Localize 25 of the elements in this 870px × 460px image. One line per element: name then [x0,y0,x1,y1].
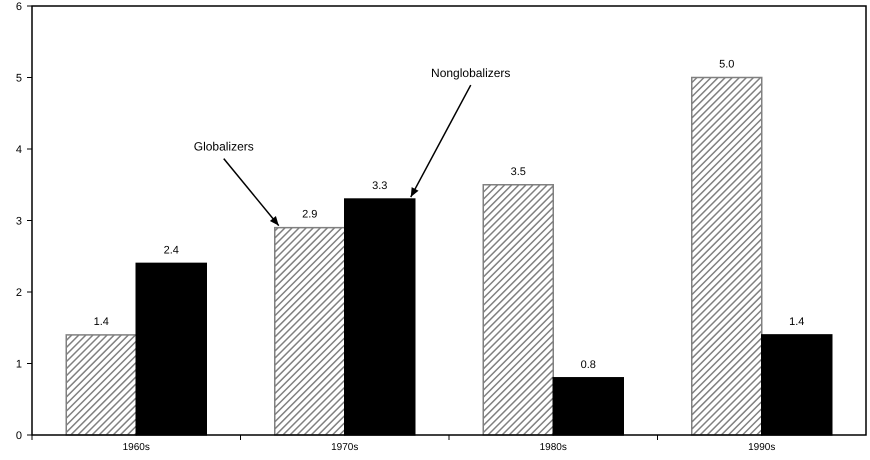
bar [691,76,762,436]
y-tick-label: 5 [16,72,22,84]
data-label: 3.5 [510,166,526,178]
x-tick-label: 1970s [331,442,358,453]
y-tick-label: 3 [16,215,22,228]
data-label: 2.9 [302,208,318,221]
data-label: 2.4 [164,244,179,256]
data-label: 1.4 [789,316,804,328]
bar [66,334,137,436]
data-label: 3.3 [372,180,388,192]
x-tick-label: 1990s [748,442,776,453]
x-tick-label: 1980s [540,442,567,453]
y-tick-label: 2 [16,286,22,299]
data-label: 5.0 [719,58,734,70]
text: Globalizers [194,140,254,154]
y-tick-label: 0 [16,430,22,442]
bar [482,184,554,436]
y-tick-label: 1 [16,358,22,370]
y-tick-label: 4 [16,144,22,156]
y-tick-label: 6 [16,0,22,13]
x-tick-label: 1960s [122,442,150,453]
text: Nonglobalizers [431,66,510,80]
data-label: 1.4 [94,316,109,328]
bar [274,226,346,436]
data-label: 0.8 [580,358,596,371]
